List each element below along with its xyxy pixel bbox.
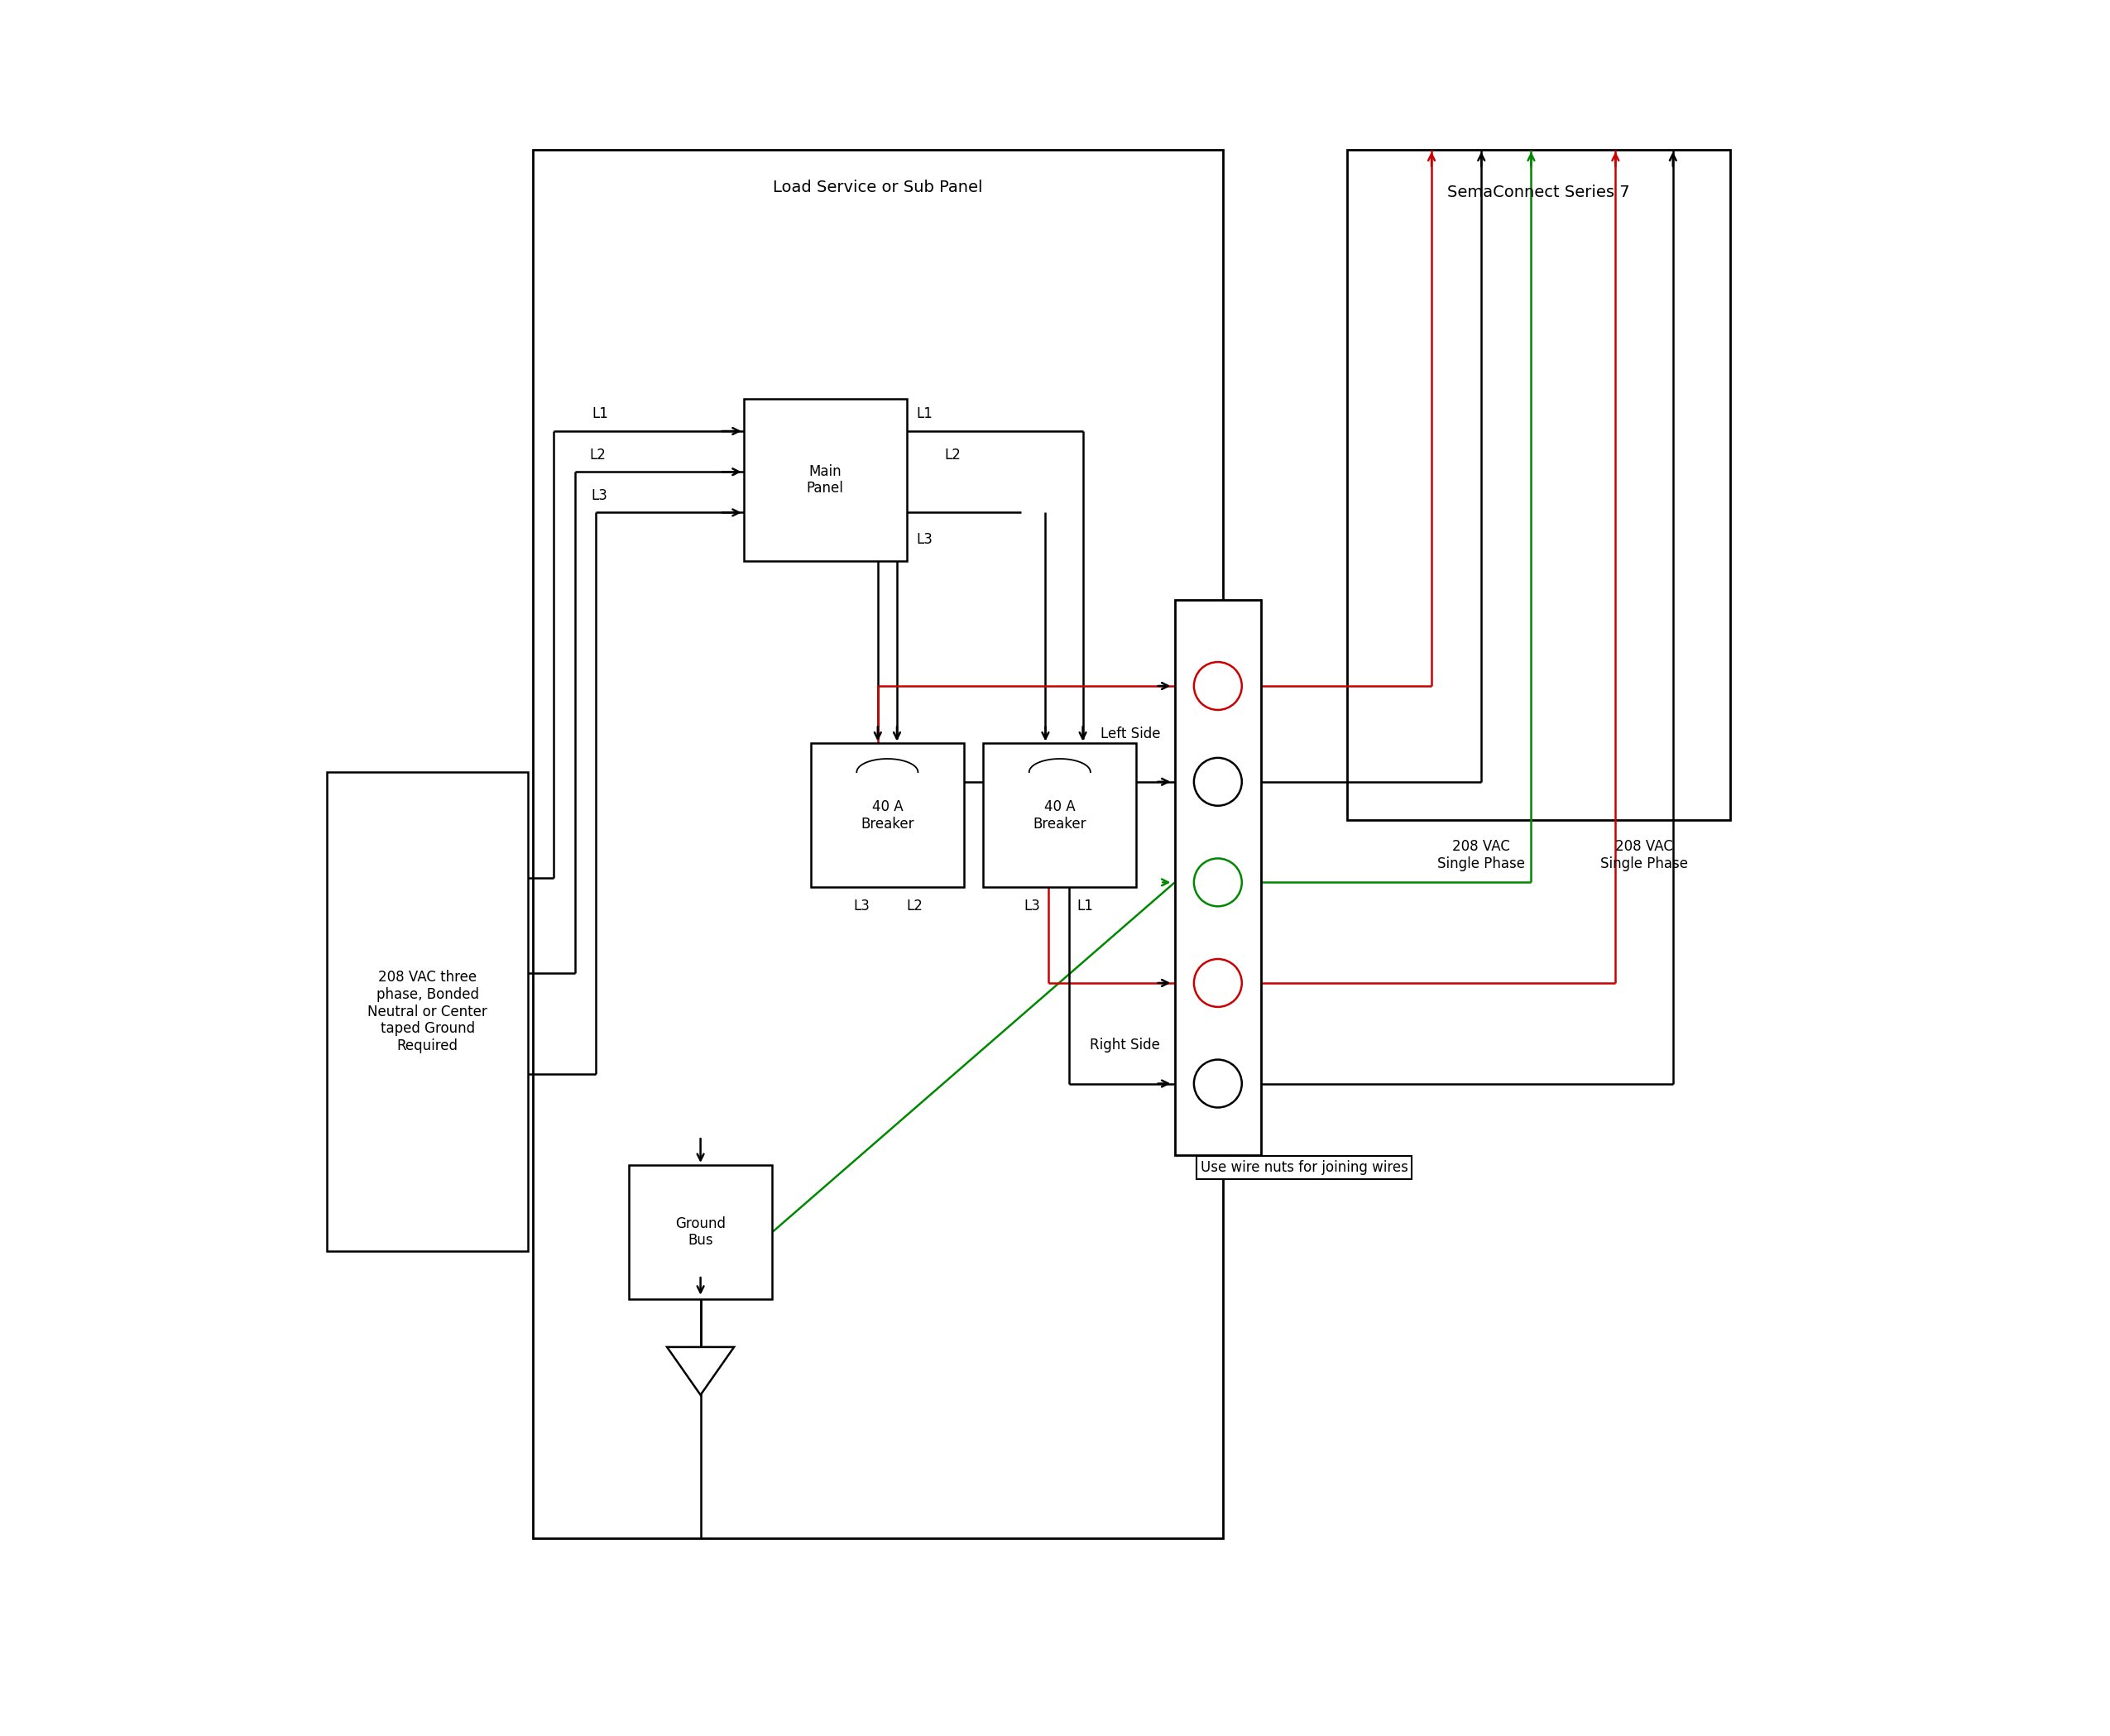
Circle shape	[1194, 1059, 1243, 1108]
Circle shape	[1194, 759, 1243, 806]
Bar	[983, 743, 1137, 887]
Text: 40 A
Breaker: 40 A Breaker	[1034, 799, 1087, 832]
Text: Left Side: Left Side	[1101, 726, 1160, 741]
Text: L1: L1	[593, 406, 608, 422]
Bar	[1175, 599, 1262, 1156]
Text: L2: L2	[945, 448, 962, 462]
Text: SemaConnect Series 7: SemaConnect Series 7	[1447, 184, 1631, 200]
Text: 208 VAC three
phase, Bonded
Neutral or Center
taped Ground
Required: 208 VAC three phase, Bonded Neutral or C…	[367, 970, 487, 1054]
Text: L2: L2	[907, 899, 922, 913]
Text: Main
Panel: Main Panel	[806, 464, 844, 496]
Circle shape	[1194, 958, 1243, 1007]
Bar	[629, 1165, 772, 1299]
Text: 40 A
Breaker: 40 A Breaker	[861, 799, 914, 832]
Bar	[1346, 149, 1730, 819]
Text: Ground
Bus: Ground Bus	[675, 1215, 726, 1248]
Text: Load Service or Sub Panel: Load Service or Sub Panel	[772, 181, 983, 196]
Bar	[810, 743, 964, 887]
Text: 208 VAC
Single Phase: 208 VAC Single Phase	[1437, 838, 1526, 871]
Circle shape	[1194, 661, 1243, 710]
Text: 208 VAC
Single Phase: 208 VAC Single Phase	[1599, 838, 1688, 871]
Text: L3: L3	[591, 488, 608, 503]
Text: L1: L1	[916, 406, 933, 422]
Bar	[534, 149, 1222, 1538]
Text: L1: L1	[1076, 899, 1093, 913]
Circle shape	[1194, 858, 1243, 906]
Text: L3: L3	[916, 531, 933, 547]
Polygon shape	[667, 1347, 734, 1396]
Bar	[327, 773, 528, 1252]
Text: L3: L3	[855, 899, 869, 913]
Text: L3: L3	[1023, 899, 1040, 913]
Text: Use wire nuts for joining wires: Use wire nuts for joining wires	[1201, 1160, 1407, 1175]
Bar	[743, 399, 907, 561]
Text: L2: L2	[589, 448, 606, 462]
Text: Right Side: Right Side	[1091, 1038, 1160, 1052]
